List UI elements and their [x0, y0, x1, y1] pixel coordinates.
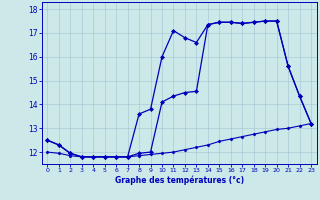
X-axis label: Graphe des températures (°c): Graphe des températures (°c): [115, 176, 244, 185]
